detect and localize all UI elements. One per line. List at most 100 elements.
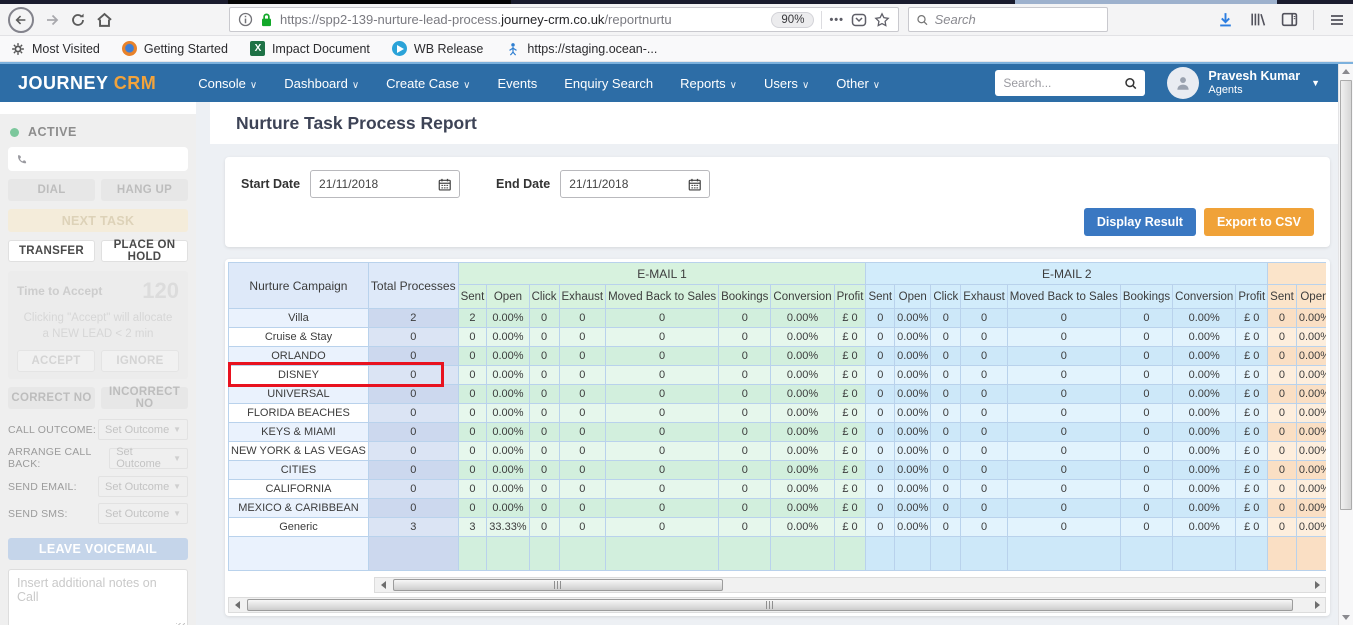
- tab-sliver[interactable]: [1015, 0, 1277, 4]
- crm-search-input[interactable]: [1003, 76, 1124, 90]
- search-icon[interactable]: [1124, 76, 1137, 91]
- transfer-button[interactable]: TRANSFER: [8, 240, 95, 262]
- set-outcome-dropdown[interactable]: Set Outcome ▼: [98, 419, 188, 441]
- scrollbar-thumb[interactable]: [393, 579, 723, 591]
- brand-logo[interactable]: JOURNEY CRM: [18, 72, 157, 93]
- bookmark-item[interactable]: Getting Started: [122, 41, 228, 57]
- bookmark-item[interactable]: X Impact Document: [250, 41, 370, 57]
- total-processes-cell: 0: [367, 441, 459, 461]
- reload-button[interactable]: [70, 12, 86, 28]
- scroll-left-arrow[interactable]: [375, 578, 391, 592]
- display-result-button[interactable]: Display Result: [1083, 208, 1196, 236]
- scroll-left-arrow[interactable]: [229, 598, 245, 612]
- nav-item-other[interactable]: Other ∨: [836, 75, 881, 91]
- email2-cell: 0: [930, 308, 962, 328]
- phone-number-box[interactable]: [8, 147, 188, 171]
- calendar-icon[interactable]: [438, 177, 451, 192]
- active-status-dot: [10, 127, 19, 137]
- email1-cell: 0.00%: [770, 441, 835, 461]
- start-date-field[interactable]: [310, 170, 461, 198]
- scrollbar-thumb[interactable]: [247, 599, 1293, 611]
- user-menu[interactable]: Pravesh Kumar Agents ▼: [1167, 67, 1320, 99]
- campaign-cell: UNIVERSAL: [228, 384, 369, 404]
- bookmark-item[interactable]: Most Visited: [10, 41, 100, 57]
- bookmark-item[interactable]: https://staging.ocean-...: [505, 41, 657, 57]
- active-tab-sliver[interactable]: [228, 0, 511, 4]
- email2-cell: [894, 536, 932, 571]
- email3-cell: 0: [1267, 384, 1297, 404]
- library-icon[interactable]: [1249, 11, 1266, 28]
- browser-search-bar[interactable]: [908, 7, 1108, 32]
- email1-cell: £ 0: [833, 460, 867, 480]
- place-on-hold-button[interactable]: PLACE ON HOLD: [101, 239, 188, 263]
- email1-cell: 0.00%: [486, 384, 530, 404]
- secure-lock-icon[interactable]: [260, 12, 273, 27]
- downloads-icon[interactable]: [1217, 11, 1234, 28]
- time-to-accept-panel: Time to Accept 120 Clicking "Accept" wil…: [8, 271, 188, 380]
- url-bar[interactable]: https://spp2-139-nurture-lead-process.jo…: [229, 7, 899, 32]
- browser-search-input[interactable]: [934, 12, 1100, 27]
- email1-cell: 0.00%: [770, 460, 835, 480]
- set-outcome-dropdown[interactable]: Set Outcome ▼: [98, 476, 188, 498]
- email3-cell: 0.00%: [1295, 365, 1326, 385]
- phone-number-input[interactable]: [33, 152, 180, 166]
- leave-voicemail-button[interactable]: LEAVE VOICEMAIL: [8, 538, 188, 561]
- nav-item-console[interactable]: Console ∨: [198, 75, 258, 91]
- bookmark-star-icon[interactable]: [874, 11, 890, 28]
- campaign-cell: KEYS & MIAMI: [228, 422, 369, 442]
- set-outcome-dropdown[interactable]: Set Outcome ▼: [109, 446, 188, 470]
- set-outcome-dropdown[interactable]: Set Outcome ▼: [98, 503, 188, 525]
- sidebars-icon[interactable]: [1281, 11, 1298, 28]
- email-group-header: E-MAIL 1: [457, 262, 867, 285]
- email2-cell: [930, 536, 962, 571]
- page-actions-icon[interactable]: •••: [829, 13, 844, 26]
- home-icon: [97, 12, 112, 27]
- start-date-input[interactable]: [319, 177, 438, 191]
- back-button[interactable]: [8, 6, 34, 33]
- menu-hamburger-icon[interactable]: [1329, 12, 1345, 28]
- outcome-label: ARRANGE CALL BACK:: [8, 446, 92, 471]
- end-date-field[interactable]: [560, 170, 711, 198]
- accept-button[interactable]: ACCEPT: [17, 350, 95, 373]
- dial-button[interactable]: DIAL: [8, 179, 95, 201]
- campaign-cell: Cruise & Stay: [228, 327, 369, 347]
- scroll-down-arrow[interactable]: [1339, 610, 1353, 625]
- email2-cell: 0: [930, 384, 962, 404]
- nav-item-events[interactable]: Events: [497, 75, 538, 91]
- resize-grip-icon[interactable]: [176, 623, 185, 625]
- table-outer-horizontal-scrollbar[interactable]: [228, 597, 1326, 613]
- forward-button[interactable]: [44, 12, 60, 28]
- page-vertical-scrollbar[interactable]: [1338, 64, 1353, 625]
- scroll-right-arrow[interactable]: [1309, 578, 1325, 592]
- zoom-level-badge[interactable]: 90%: [771, 11, 815, 28]
- pocket-icon[interactable]: [851, 12, 867, 28]
- call-notes-textarea[interactable]: [8, 569, 188, 625]
- calendar-icon[interactable]: [688, 177, 701, 192]
- scroll-right-arrow[interactable]: [1309, 598, 1325, 612]
- scrollbar-thumb[interactable]: [1340, 80, 1352, 510]
- scroll-up-arrow[interactable]: [1339, 64, 1353, 79]
- table-inner-horizontal-scrollbar[interactable]: [374, 577, 1326, 593]
- hangup-button[interactable]: HANG UP: [101, 179, 188, 201]
- email2-cell: 0: [1119, 308, 1174, 328]
- crm-search-box[interactable]: [995, 70, 1146, 96]
- bookmark-item[interactable]: WB Release: [392, 41, 483, 57]
- nav-item-dashboard[interactable]: Dashboard ∨: [284, 75, 360, 91]
- correct-no-button[interactable]: CORRECT NO: [8, 387, 95, 410]
- window-titlebar: [0, 0, 1353, 4]
- nav-item-enquiry-search[interactable]: Enquiry Search: [564, 75, 654, 91]
- nav-item-reports[interactable]: Reports ∨: [680, 75, 737, 91]
- table-row: DISNEY 0 0 0.00% 0 0 0 0 0.00% £ 0 0 0.00% 0 0 0 0 0.00%…: [228, 365, 1326, 385]
- nav-item-users[interactable]: Users ∨: [763, 75, 810, 91]
- export-csv-button[interactable]: Export to CSV: [1203, 208, 1314, 236]
- page-info-icon[interactable]: [238, 12, 253, 27]
- email2-cell: 0: [960, 422, 1008, 442]
- incorrect-no-button[interactable]: INCORRECT NO: [101, 386, 188, 410]
- home-button[interactable]: [96, 11, 113, 28]
- next-task-button[interactable]: NEXT TASK: [8, 209, 188, 232]
- end-date-input[interactable]: [569, 177, 688, 191]
- nav-item-create-case[interactable]: Create Case ∨: [386, 75, 471, 91]
- ignore-button[interactable]: IGNORE: [101, 350, 179, 373]
- email2-cell: £ 0: [1235, 498, 1269, 518]
